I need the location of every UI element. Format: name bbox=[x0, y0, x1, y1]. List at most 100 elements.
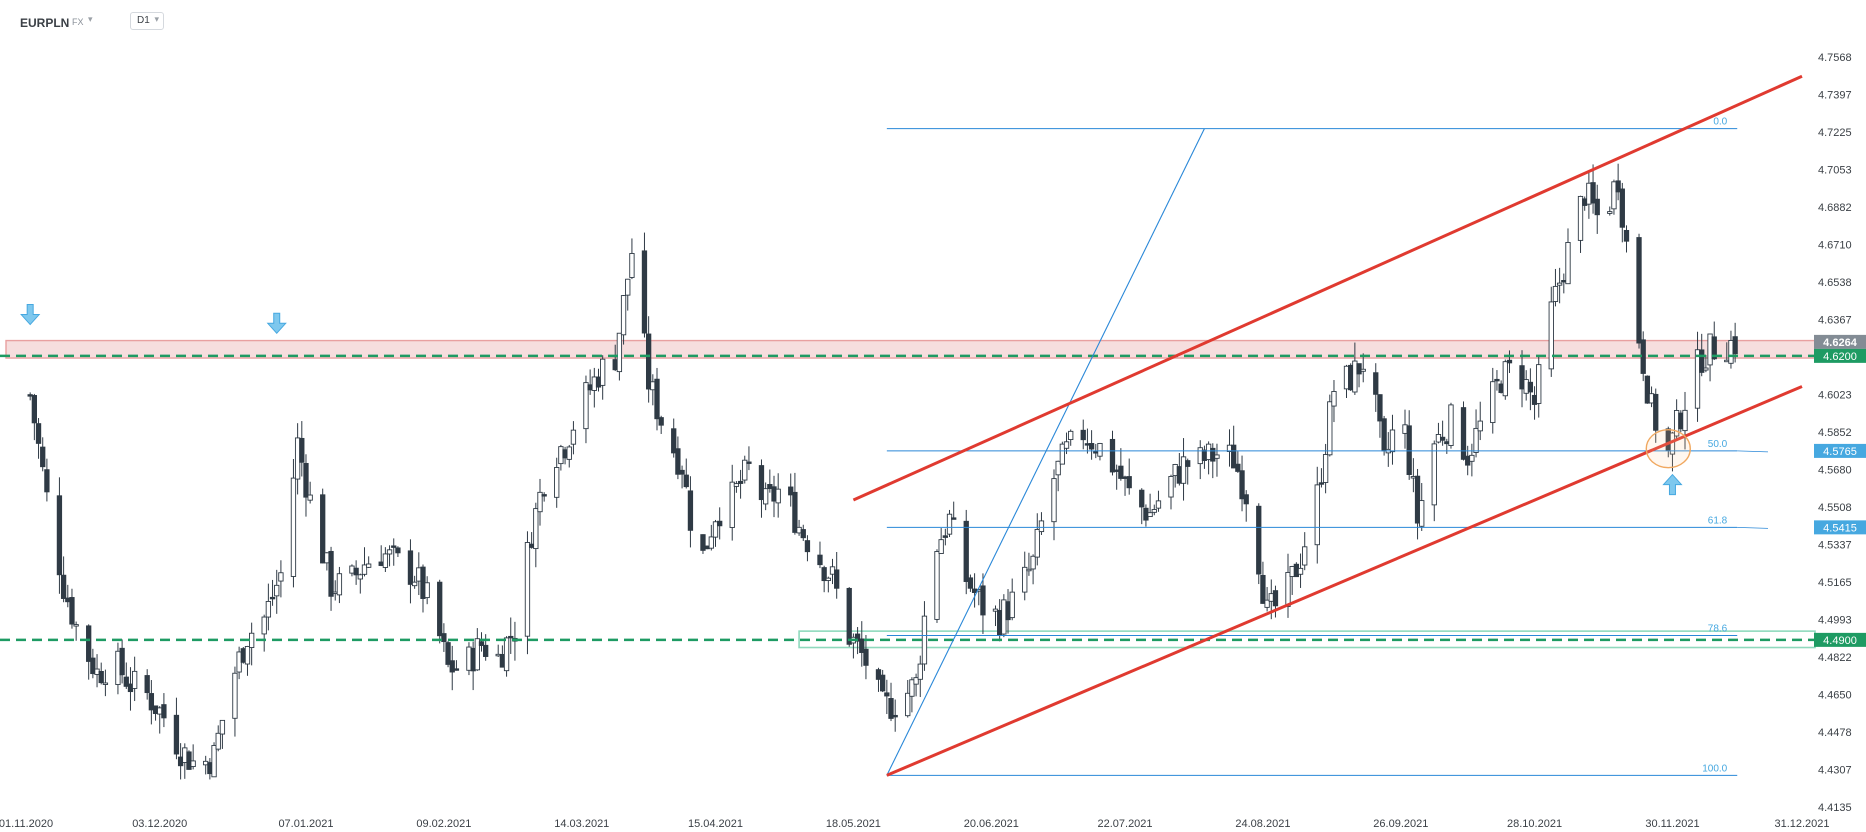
candle-body bbox=[554, 467, 560, 498]
y-tick-label: 4.6538 bbox=[1818, 277, 1852, 289]
candle-body bbox=[1406, 425, 1412, 475]
candle-body bbox=[1527, 381, 1534, 393]
candle-body bbox=[1448, 404, 1454, 446]
candle-body bbox=[1352, 360, 1358, 393]
candle-body bbox=[1414, 475, 1421, 524]
candle-body bbox=[1703, 367, 1709, 371]
candle-body bbox=[102, 682, 109, 685]
candle-body bbox=[1590, 182, 1596, 204]
candle-body bbox=[859, 638, 865, 653]
candle-body bbox=[1034, 528, 1040, 558]
candle-body bbox=[742, 459, 748, 481]
candle-body bbox=[411, 581, 418, 587]
candle-body bbox=[1118, 465, 1124, 479]
candle-body bbox=[905, 692, 911, 717]
candle-body bbox=[1356, 363, 1362, 375]
zones-layer bbox=[5, 339, 1816, 649]
symbol-label[interactable]: EURPLN bbox=[20, 16, 70, 30]
candle-body bbox=[1051, 478, 1057, 523]
candle-body bbox=[645, 333, 652, 390]
candle-body bbox=[119, 647, 125, 676]
candle-body bbox=[729, 481, 735, 528]
candle-body bbox=[1682, 409, 1688, 432]
lines-layer: 0.0 50.0 61.8 78.6 100.0 bbox=[0, 74, 1815, 777]
candle-body bbox=[875, 669, 882, 680]
candle-body bbox=[407, 550, 414, 585]
candle-body bbox=[625, 278, 631, 296]
chevron-down-icon: ▾ bbox=[154, 14, 159, 24]
candle-body bbox=[269, 596, 276, 600]
symbol-dropdown-chevron-icon[interactable]: ▾ bbox=[88, 14, 93, 24]
candle-body bbox=[144, 675, 150, 694]
candle-body bbox=[817, 554, 823, 566]
candle-body bbox=[1168, 476, 1174, 498]
candle-body bbox=[1139, 489, 1145, 508]
x-tick-label: 09.02.2021 bbox=[416, 818, 471, 830]
candle-body bbox=[445, 642, 451, 665]
bounce-circle-marker bbox=[1645, 429, 1691, 469]
fib-price-tag: 4.5765 bbox=[1823, 446, 1857, 458]
candle-body bbox=[336, 573, 343, 596]
candle-body bbox=[863, 648, 869, 666]
y-tick-label: 4.5508 bbox=[1818, 502, 1852, 514]
current-price-tag: 4.6264 bbox=[1823, 337, 1858, 349]
candle-body bbox=[825, 577, 831, 581]
candle-body bbox=[834, 569, 840, 589]
candle-body bbox=[244, 646, 251, 665]
candle-body bbox=[303, 462, 309, 498]
candle-body bbox=[1147, 512, 1153, 518]
candle-body bbox=[1577, 195, 1584, 241]
candle-body bbox=[1055, 460, 1061, 476]
candle-body bbox=[524, 542, 531, 637]
candle-body bbox=[361, 564, 368, 575]
candle-body bbox=[946, 513, 953, 535]
arrow-down-icon bbox=[266, 312, 287, 335]
fib-price-tag-bg bbox=[1814, 520, 1866, 535]
candle-body bbox=[1097, 442, 1103, 457]
channel-upper-line bbox=[852, 74, 1803, 502]
candle-body bbox=[1322, 454, 1329, 483]
x-tick-label: 01.11.2020 bbox=[0, 818, 53, 830]
candle-body bbox=[1490, 381, 1496, 424]
candle-body bbox=[1565, 242, 1571, 285]
x-tick-label: 26.09.2021 bbox=[1373, 818, 1428, 830]
candle-body bbox=[86, 625, 92, 662]
candle-body bbox=[909, 679, 915, 697]
candle-body bbox=[570, 429, 577, 445]
candle-body bbox=[1381, 418, 1387, 452]
candle-body bbox=[320, 494, 326, 564]
candle-body bbox=[73, 624, 79, 627]
y-tick-label: 4.5680 bbox=[1818, 464, 1852, 476]
candle-body bbox=[821, 567, 827, 582]
candle-body bbox=[190, 760, 196, 767]
candle-body bbox=[483, 644, 489, 657]
candle-body bbox=[1022, 566, 1028, 593]
candle-body bbox=[1109, 438, 1116, 473]
candle-body bbox=[161, 704, 167, 719]
candle-body bbox=[56, 495, 63, 576]
candle-body bbox=[265, 600, 272, 618]
candle-body bbox=[1256, 505, 1262, 575]
candle-body bbox=[1180, 456, 1187, 484]
candle-body bbox=[441, 633, 447, 643]
candle-body bbox=[884, 692, 890, 697]
candle-body bbox=[1030, 555, 1036, 570]
candle-body bbox=[1699, 349, 1705, 373]
candle-body bbox=[1327, 401, 1333, 456]
candle-body bbox=[1694, 349, 1701, 409]
candle-body bbox=[328, 550, 334, 597]
timeframe-select[interactable]: D1 ▾ bbox=[130, 12, 164, 30]
candle-body bbox=[733, 483, 740, 487]
candle-body bbox=[424, 582, 430, 599]
candle-body bbox=[1473, 427, 1479, 453]
candle-body bbox=[934, 551, 940, 620]
fib-level-ratio: 50.0 bbox=[1708, 439, 1728, 450]
candle-body bbox=[173, 714, 180, 755]
candle-body bbox=[1594, 198, 1600, 216]
candle-body bbox=[800, 529, 806, 539]
candle-body bbox=[1264, 599, 1270, 608]
y-tick-label: 4.4822 bbox=[1818, 652, 1852, 664]
candle-body bbox=[1009, 591, 1015, 619]
arrow-down-icon bbox=[20, 304, 41, 326]
